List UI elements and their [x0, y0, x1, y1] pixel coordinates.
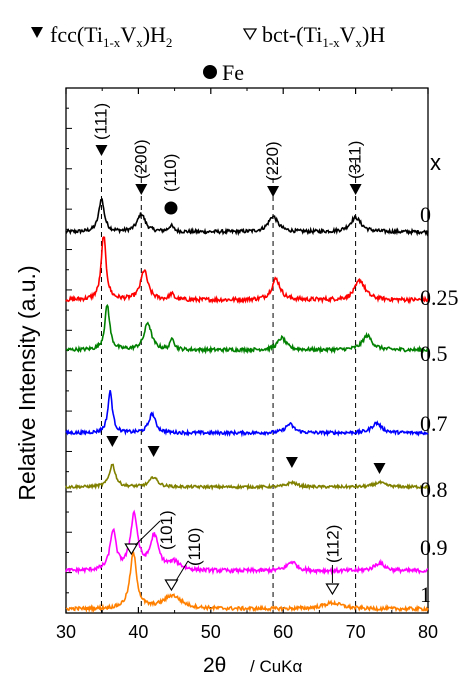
x-axis-label: 2θ / CuKα: [203, 654, 303, 677]
bct-peak-marker: [325, 583, 340, 596]
fcc-peak-marker: [135, 184, 148, 195]
legend-entry-fcc: fcc(Ti1-xVx)H2: [31, 22, 172, 50]
legend-fcc-sub2: x: [136, 35, 143, 50]
fcc-peak-marker-08: [147, 446, 160, 457]
series-label: 0.5: [420, 341, 448, 366]
fcc-peak-label: (111): [91, 103, 110, 140]
series-line-1: [65, 551, 429, 614]
x-axis-label-suffix: / CuKα: [250, 657, 303, 676]
series-label: 0.7: [420, 411, 448, 436]
bct-peak-marker: [164, 579, 179, 592]
fcc-peak-marker: [267, 186, 280, 197]
fcc-peak-marker-08: [285, 457, 298, 468]
bct-peak-label: (101): [157, 510, 176, 550]
series-line-0.7: [65, 390, 429, 438]
series-label: 0.8: [420, 477, 448, 502]
fcc-peak-marker-08: [373, 463, 386, 474]
series-label: 0: [420, 202, 431, 227]
legend-fcc-sub3: 2: [166, 35, 173, 50]
x-tick-label: 40: [128, 622, 148, 642]
legend-entry-bct: bct-(Ti1-xVx)H: [242, 22, 385, 50]
svg-text:bct-(Ti1-xVx)H: bct-(Ti1-xVx)H: [262, 22, 385, 50]
legend-bct-main: bct-(Ti: [262, 22, 322, 47]
legend-fcc-end: )H: [143, 22, 166, 47]
legend-fcc-mid: V: [120, 22, 136, 47]
x-tick-label: 30: [56, 622, 76, 642]
series-label: 0.25: [420, 285, 459, 310]
fcc-peak-label: (311): [346, 141, 365, 179]
bct-peak-label: (112): [323, 525, 342, 563]
bct-peak-label: (110): [185, 528, 204, 566]
bct-peak-marker: [124, 543, 139, 556]
bct-leader-line: [176, 560, 189, 581]
series-header: x: [430, 150, 441, 175]
filled-circle-icon: [203, 65, 217, 79]
series-line-0.9: [65, 509, 429, 576]
legend-entry-fe: Fe: [203, 60, 244, 85]
fcc-peak-marker-08: [106, 436, 119, 447]
legend-bct-sub2: x: [356, 35, 363, 50]
fe-peak-marker: [164, 201, 178, 215]
fcc-peak-label: (220): [263, 141, 282, 181]
svg-text:fcc(Ti1-xVx)H2: fcc(Ti1-xVx)H2: [50, 22, 172, 50]
x-tick-label: 50: [201, 622, 221, 642]
legend-fcc-main: fcc(Ti: [50, 22, 103, 47]
series-line-0.5: [65, 303, 429, 355]
series-line-0.25: [65, 236, 429, 305]
fe-peak-label: (110): [161, 154, 180, 192]
filled-down-triangle-icon: [31, 27, 43, 38]
series-line-0.8: [65, 463, 429, 491]
open-down-triangle-icon: [242, 28, 258, 41]
y-axis-label: Relative Intensity (a.u.): [14, 265, 40, 500]
fcc-peak-marker: [349, 184, 362, 195]
x-tick-label: 80: [418, 622, 438, 642]
x-tick-label: 60: [273, 622, 293, 642]
bct-leader-line: [134, 520, 161, 546]
series-line-0: [65, 198, 429, 237]
x-axis-label-main: 2θ: [203, 654, 226, 677]
legend-fcc-sub1: 1-x: [103, 35, 121, 50]
legend-bct-mid: V: [340, 22, 356, 47]
fcc-peak-label: (200): [131, 139, 150, 179]
x-tick-label: 70: [346, 622, 366, 642]
legend-fe-label: Fe: [222, 60, 244, 85]
legend: fcc(Ti1-xVx)H2 bct-(Ti1-xVx)H Fe: [31, 22, 385, 85]
legend-bct-sub1: 1-x: [322, 35, 340, 50]
series-label: 0.9: [420, 535, 448, 560]
fcc-peak-marker: [95, 145, 108, 156]
plot-area: 30 40 50 60 70 80 0 0.25 0.5 0.7 0.8 0.9 1 (111) (200)…: [56, 87, 459, 642]
series-label: 1: [420, 582, 431, 607]
legend-bct-end: )H: [362, 22, 385, 47]
